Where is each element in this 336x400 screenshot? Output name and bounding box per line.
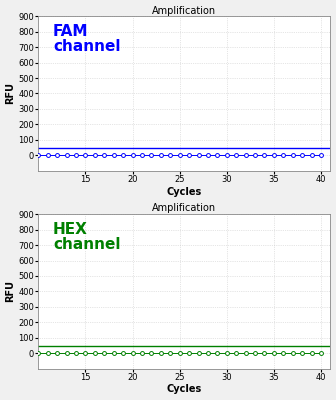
- Title: Amplification: Amplification: [152, 204, 216, 214]
- Y-axis label: RFU: RFU: [6, 280, 15, 302]
- Text: HEX
channel: HEX channel: [53, 222, 121, 252]
- X-axis label: Cycles: Cycles: [167, 384, 202, 394]
- X-axis label: Cycles: Cycles: [167, 186, 202, 196]
- Text: FAM
channel: FAM channel: [53, 24, 121, 54]
- Y-axis label: RFU: RFU: [6, 82, 15, 104]
- Title: Amplification: Amplification: [152, 6, 216, 16]
